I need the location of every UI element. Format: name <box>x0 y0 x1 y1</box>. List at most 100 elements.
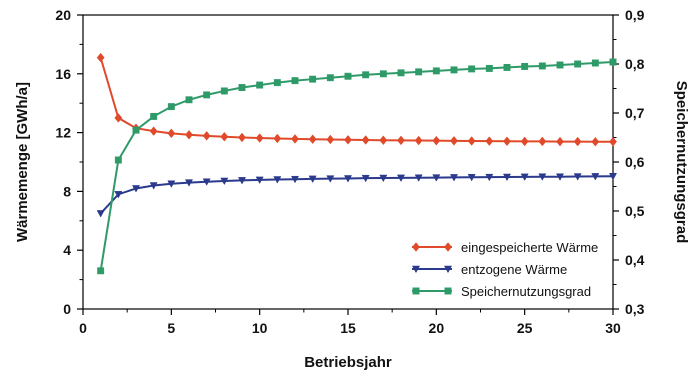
data-point <box>449 174 459 182</box>
data-point <box>591 59 599 67</box>
data-point <box>397 69 405 77</box>
data-point <box>502 173 512 182</box>
legend-label: eingespeicherte Wärme <box>461 240 598 255</box>
data-point <box>273 79 281 87</box>
data-point <box>520 173 529 181</box>
legend-item: Speichernutzungsgrad <box>412 284 591 299</box>
y-left-tick-label: 8 <box>63 183 71 199</box>
series-3 <box>97 58 617 275</box>
legend-marker <box>444 242 452 252</box>
data-point <box>538 136 547 147</box>
data-point <box>167 103 175 111</box>
data-point <box>362 71 370 79</box>
data-point <box>397 135 405 146</box>
data-point <box>450 66 458 74</box>
data-point <box>184 179 194 187</box>
y-right-tick-label: 0,8 <box>625 56 645 72</box>
legend-marker <box>411 265 421 274</box>
x-tick-label: 10 <box>252 320 268 336</box>
data-point <box>450 136 458 146</box>
data-point <box>538 62 546 70</box>
data-point <box>361 135 370 145</box>
data-point <box>291 134 299 144</box>
data-point <box>202 131 211 141</box>
data-point <box>220 87 228 95</box>
data-point <box>432 135 441 146</box>
axes-layer: 0 5 10 15 20 25 30 0 4 8 12 16 20 0,3 0,4 0,5 0,6 0,7 0,8 0… <box>55 7 644 336</box>
data-point <box>238 132 246 143</box>
data-point <box>344 135 352 145</box>
y-axis-right-label: Speichernutzungsgrad <box>673 81 690 244</box>
data-point <box>290 175 300 184</box>
data-point <box>485 136 494 146</box>
data-point <box>185 96 193 104</box>
x-tick-label: 25 <box>517 320 533 336</box>
data-point <box>131 185 141 193</box>
data-point <box>608 173 618 181</box>
data-point <box>220 177 229 186</box>
data-point <box>132 126 140 134</box>
data-point <box>485 64 493 72</box>
data-point <box>326 134 335 145</box>
legend-marker <box>412 287 420 295</box>
data-point <box>326 175 335 183</box>
data-point <box>149 126 158 136</box>
data-point <box>167 128 176 139</box>
legend-label: Speichernutzungsgrad <box>461 284 591 299</box>
data-point <box>96 52 105 63</box>
data-point <box>414 174 423 182</box>
data-point <box>432 67 440 75</box>
series-2 <box>96 173 618 218</box>
data-point <box>361 174 370 183</box>
y-left-tick-label: 16 <box>55 66 71 82</box>
y-left-tick-label: 12 <box>55 125 71 141</box>
data-point <box>468 65 476 73</box>
data-point <box>96 210 105 218</box>
data-point <box>467 174 476 182</box>
data-point <box>308 134 317 145</box>
y-right-tick-label: 0,3 <box>625 301 645 317</box>
data-point <box>467 136 476 146</box>
data-point <box>573 173 582 181</box>
data-point <box>220 131 229 142</box>
y-axis-left-label: Wärmemenge [GWh/a] <box>14 82 31 242</box>
x-tick-label: 15 <box>340 320 356 336</box>
legend-marker <box>444 287 452 295</box>
data-point <box>609 58 617 66</box>
data-point <box>344 72 352 80</box>
data-point <box>396 174 406 182</box>
legend-item: entzogene Wärme <box>411 262 567 277</box>
legend-marker <box>443 265 453 274</box>
data-point <box>97 267 105 275</box>
data-point <box>520 136 529 147</box>
legend-item: eingespeicherte Wärme <box>412 240 598 255</box>
data-point <box>503 63 511 71</box>
data-point <box>167 180 176 188</box>
data-point <box>291 77 299 85</box>
data-point <box>379 135 388 146</box>
legend-label: entzogene Wärme <box>461 262 567 277</box>
series-layer <box>96 52 618 275</box>
data-point <box>573 136 582 147</box>
data-point <box>273 176 282 184</box>
data-point <box>538 173 547 181</box>
data-point <box>114 113 123 123</box>
data-point <box>255 176 264 185</box>
data-point <box>326 74 334 82</box>
x-tick-label: 5 <box>167 320 175 336</box>
data-point <box>343 175 353 183</box>
data-point <box>149 182 158 190</box>
data-point <box>150 112 158 120</box>
data-point <box>255 133 264 143</box>
legend: eingespeicherte Wärme entzogene Wärme Spei… <box>411 240 598 299</box>
data-point <box>485 173 494 182</box>
data-point <box>415 68 423 76</box>
data-point <box>308 175 317 184</box>
data-point <box>237 177 247 185</box>
x-tick-label: 20 <box>429 320 445 336</box>
data-point <box>379 174 388 183</box>
y-right-tick-label: 0,9 <box>625 7 645 23</box>
data-point <box>609 136 617 147</box>
data-point <box>185 130 193 140</box>
